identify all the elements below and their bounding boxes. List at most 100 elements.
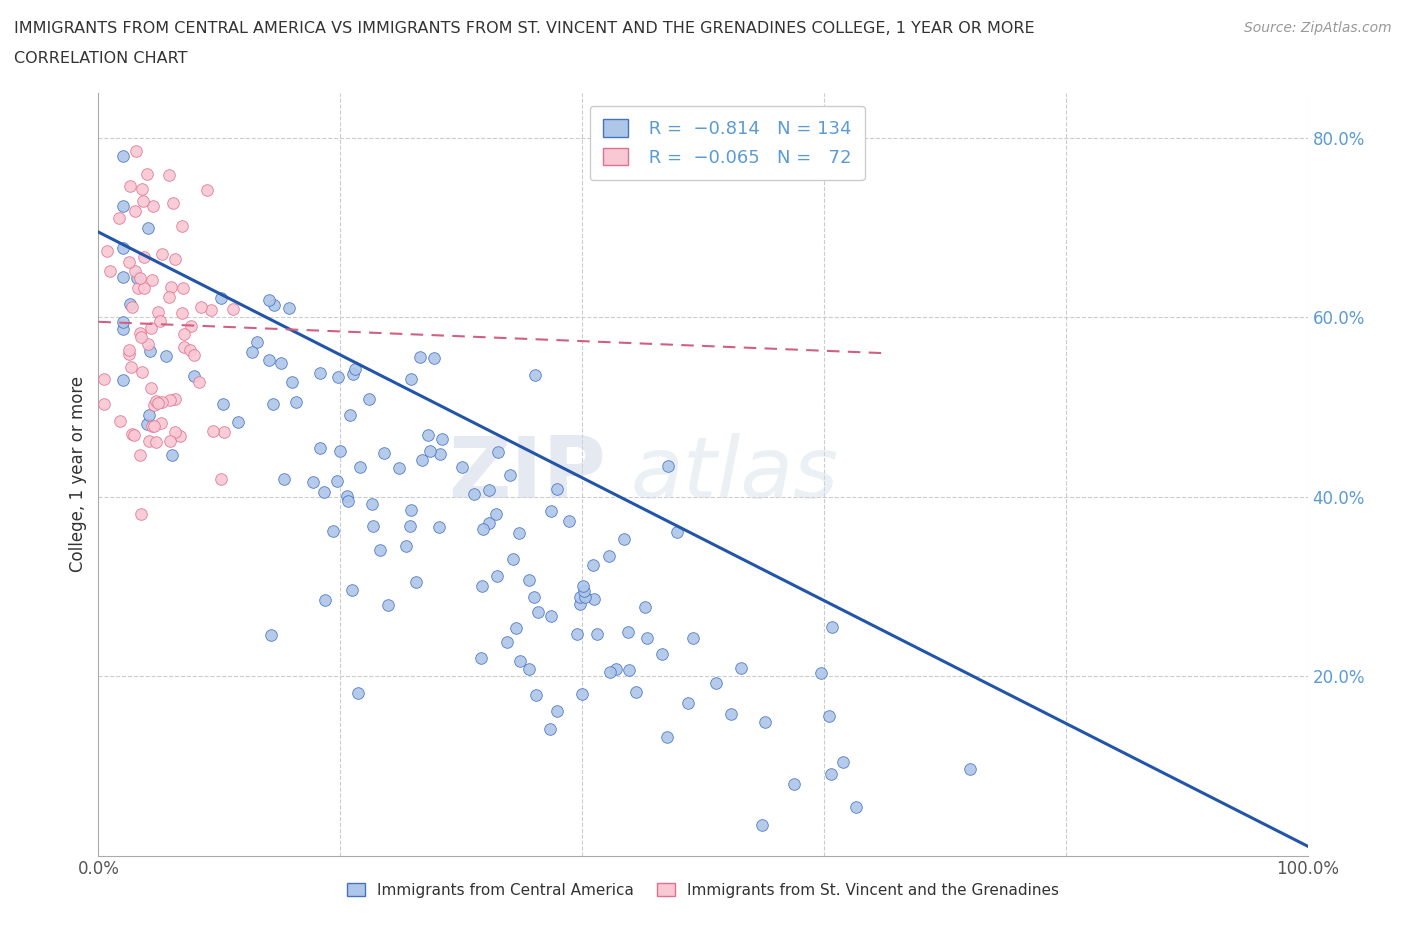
Point xyxy=(270,355,292,370)
Point xyxy=(613,531,636,546)
Point xyxy=(337,493,360,508)
Point xyxy=(419,443,441,458)
Point xyxy=(361,497,384,512)
Point xyxy=(451,459,474,474)
Point xyxy=(336,488,359,503)
Point xyxy=(136,221,159,236)
Point xyxy=(730,661,752,676)
Point xyxy=(416,427,439,442)
Point xyxy=(524,688,547,703)
Point xyxy=(523,590,546,604)
Point xyxy=(173,339,195,354)
Text: IMMIGRANTS FROM CENTRAL AMERICA VS IMMIGRANTS FROM ST. VINCENT AND THE GRENADINE: IMMIGRANTS FROM CENTRAL AMERICA VS IMMIG… xyxy=(14,21,1035,36)
Point xyxy=(121,299,143,314)
Point xyxy=(212,397,235,412)
Point xyxy=(558,513,581,528)
Point xyxy=(149,416,172,431)
Point xyxy=(568,597,591,612)
Point xyxy=(657,458,679,473)
Point xyxy=(817,708,839,723)
Point xyxy=(122,427,145,442)
Point xyxy=(583,591,606,606)
Point xyxy=(257,352,280,367)
Point xyxy=(540,503,562,518)
Point xyxy=(111,198,134,213)
Point xyxy=(129,448,152,463)
Point xyxy=(810,666,832,681)
Point xyxy=(136,417,159,432)
Point xyxy=(129,326,152,340)
Point xyxy=(959,762,981,777)
Point xyxy=(388,461,411,476)
Point xyxy=(125,271,148,286)
Point xyxy=(190,299,212,314)
Point xyxy=(162,447,184,462)
Point xyxy=(617,625,640,640)
Point xyxy=(139,321,162,336)
Point xyxy=(349,459,371,474)
Point xyxy=(845,799,868,814)
Point xyxy=(124,143,146,158)
Point xyxy=(568,590,591,604)
Point xyxy=(676,696,699,711)
Point xyxy=(398,519,420,534)
Point xyxy=(368,543,391,558)
Point xyxy=(429,446,451,461)
Point xyxy=(463,486,485,501)
Point xyxy=(142,199,165,214)
Point xyxy=(200,302,222,317)
Point xyxy=(108,414,131,429)
Point xyxy=(571,686,593,701)
Point xyxy=(605,661,627,676)
Point xyxy=(163,392,186,406)
Text: ZIP: ZIP xyxy=(449,432,606,516)
Point xyxy=(478,515,501,530)
Point xyxy=(598,549,620,564)
Point xyxy=(131,365,153,379)
Point xyxy=(209,472,232,486)
Point xyxy=(430,432,453,446)
Point xyxy=(651,646,673,661)
Point xyxy=(720,707,742,722)
Point xyxy=(329,444,352,458)
Point xyxy=(160,280,183,295)
Y-axis label: College, 1 year or more: College, 1 year or more xyxy=(69,377,87,572)
Point xyxy=(118,343,141,358)
Point xyxy=(567,627,589,642)
Point xyxy=(546,482,568,497)
Point xyxy=(150,394,173,409)
Point xyxy=(538,722,561,737)
Point xyxy=(471,578,494,593)
Point xyxy=(751,817,773,832)
Point xyxy=(131,181,153,196)
Point xyxy=(159,433,181,448)
Point xyxy=(145,434,167,449)
Point xyxy=(485,568,508,583)
Point xyxy=(129,507,152,522)
Point xyxy=(322,524,344,538)
Point xyxy=(395,538,418,553)
Point xyxy=(586,627,609,642)
Point xyxy=(143,418,166,433)
Point xyxy=(159,289,181,304)
Point xyxy=(111,270,134,285)
Point xyxy=(704,675,727,690)
Point xyxy=(149,313,172,328)
Point xyxy=(470,651,492,666)
Point xyxy=(505,620,527,635)
Point xyxy=(284,394,307,409)
Point xyxy=(124,264,146,279)
Point xyxy=(146,395,169,410)
Point xyxy=(309,365,332,380)
Point xyxy=(509,654,531,669)
Point xyxy=(136,166,159,181)
Point xyxy=(170,306,193,321)
Point xyxy=(165,251,187,266)
Point xyxy=(108,211,131,226)
Point xyxy=(98,263,121,278)
Point xyxy=(636,631,658,645)
Point xyxy=(524,367,547,382)
Point xyxy=(132,193,155,208)
Point xyxy=(344,362,367,377)
Point xyxy=(820,766,842,781)
